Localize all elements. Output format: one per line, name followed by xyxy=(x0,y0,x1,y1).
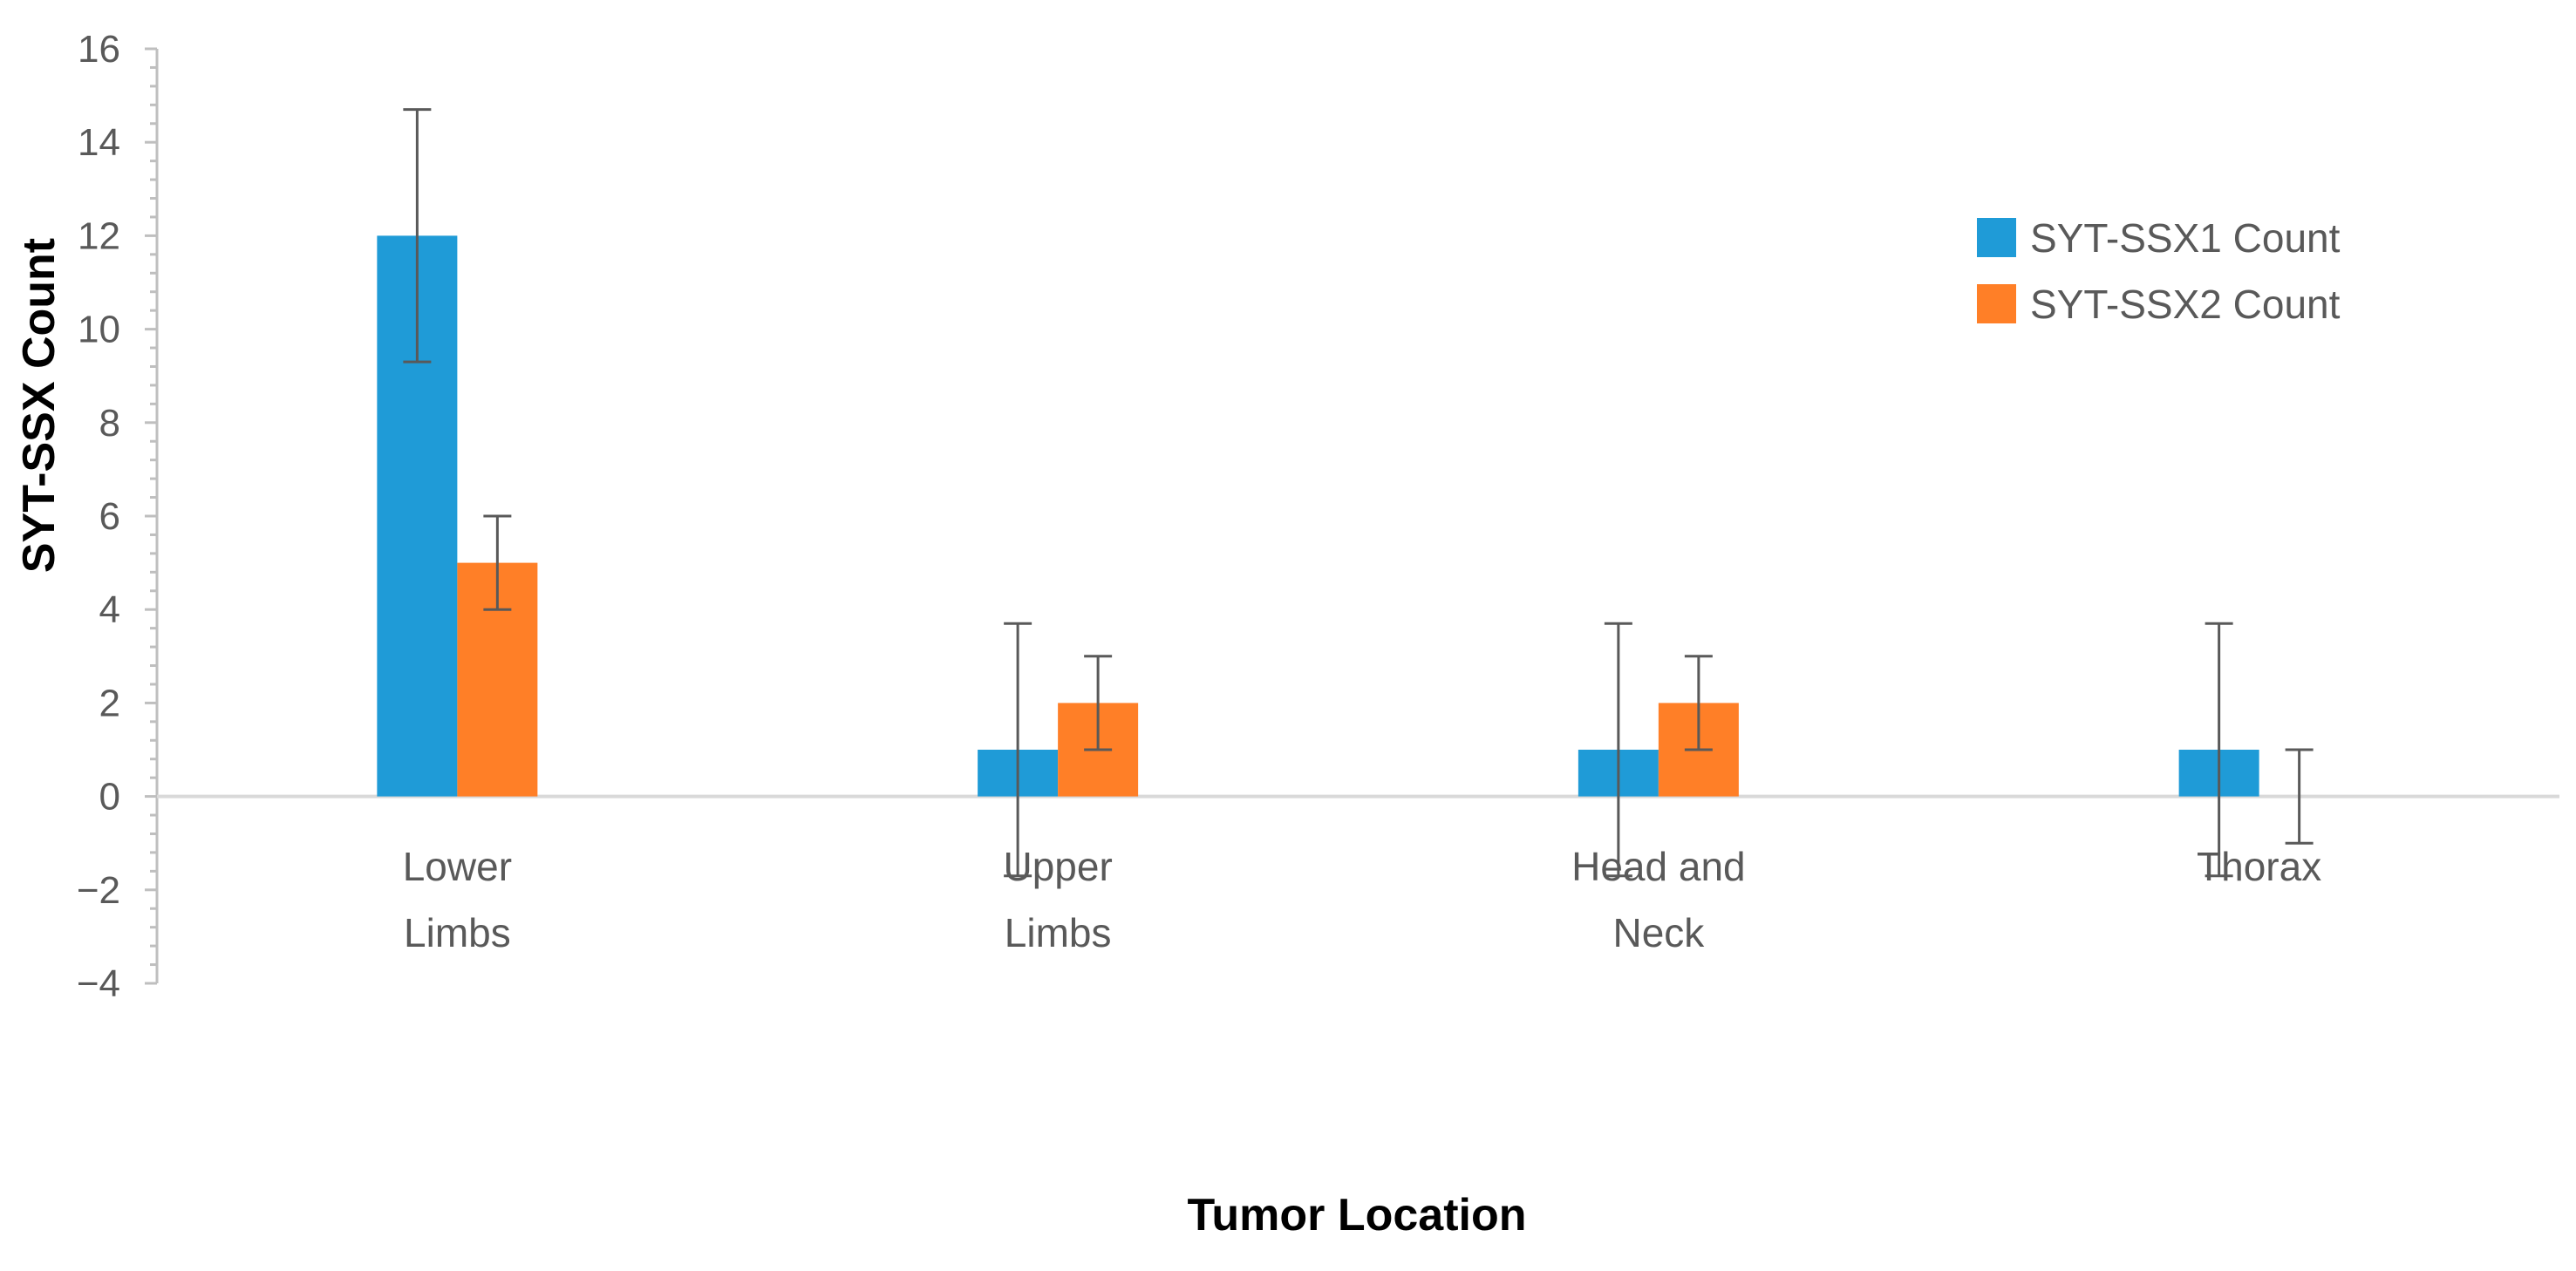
y-tick-label: 16 xyxy=(78,28,120,71)
y-tick-label: 4 xyxy=(99,588,120,631)
legend-label-syt-ssx1: SYT-SSX1 Count xyxy=(2030,215,2341,261)
legend: SYT-SSX1 Count SYT-SSX2 Count xyxy=(1977,215,2341,327)
y-tick-label: 0 xyxy=(99,776,120,819)
y-tick-label: −2 xyxy=(77,869,120,912)
x-category-label: Limbs xyxy=(404,910,511,955)
y-tick-label: 10 xyxy=(78,309,120,351)
y-axis-title: SYT-SSX Count xyxy=(14,238,65,573)
x-category-label: Head and xyxy=(1571,844,1746,889)
y-tick-label: 8 xyxy=(99,402,120,445)
y-tick-label: 14 xyxy=(78,121,120,164)
y-tick-label: 12 xyxy=(78,214,120,257)
x-category-label: Upper xyxy=(1003,844,1112,889)
x-category-label: Thorax xyxy=(2197,844,2321,889)
legend-swatch-syt-ssx2 xyxy=(1977,284,2016,323)
y-tick-label: −4 xyxy=(77,962,120,1005)
bar-layer xyxy=(377,235,2259,796)
x-category-label: Neck xyxy=(1612,910,1705,955)
y-tick-label: 6 xyxy=(99,495,120,538)
legend-label-syt-ssx2: SYT-SSX2 Count xyxy=(2030,282,2341,327)
legend-swatch-syt-ssx1 xyxy=(1977,218,2016,257)
error-bar-layer xyxy=(403,110,2313,876)
y-tick-label: 2 xyxy=(99,682,120,724)
x-category-label: Lower xyxy=(403,844,512,889)
x-category-label: Limbs xyxy=(1005,910,1112,955)
x-axis-title: Tumor Location xyxy=(1187,1190,1526,1240)
